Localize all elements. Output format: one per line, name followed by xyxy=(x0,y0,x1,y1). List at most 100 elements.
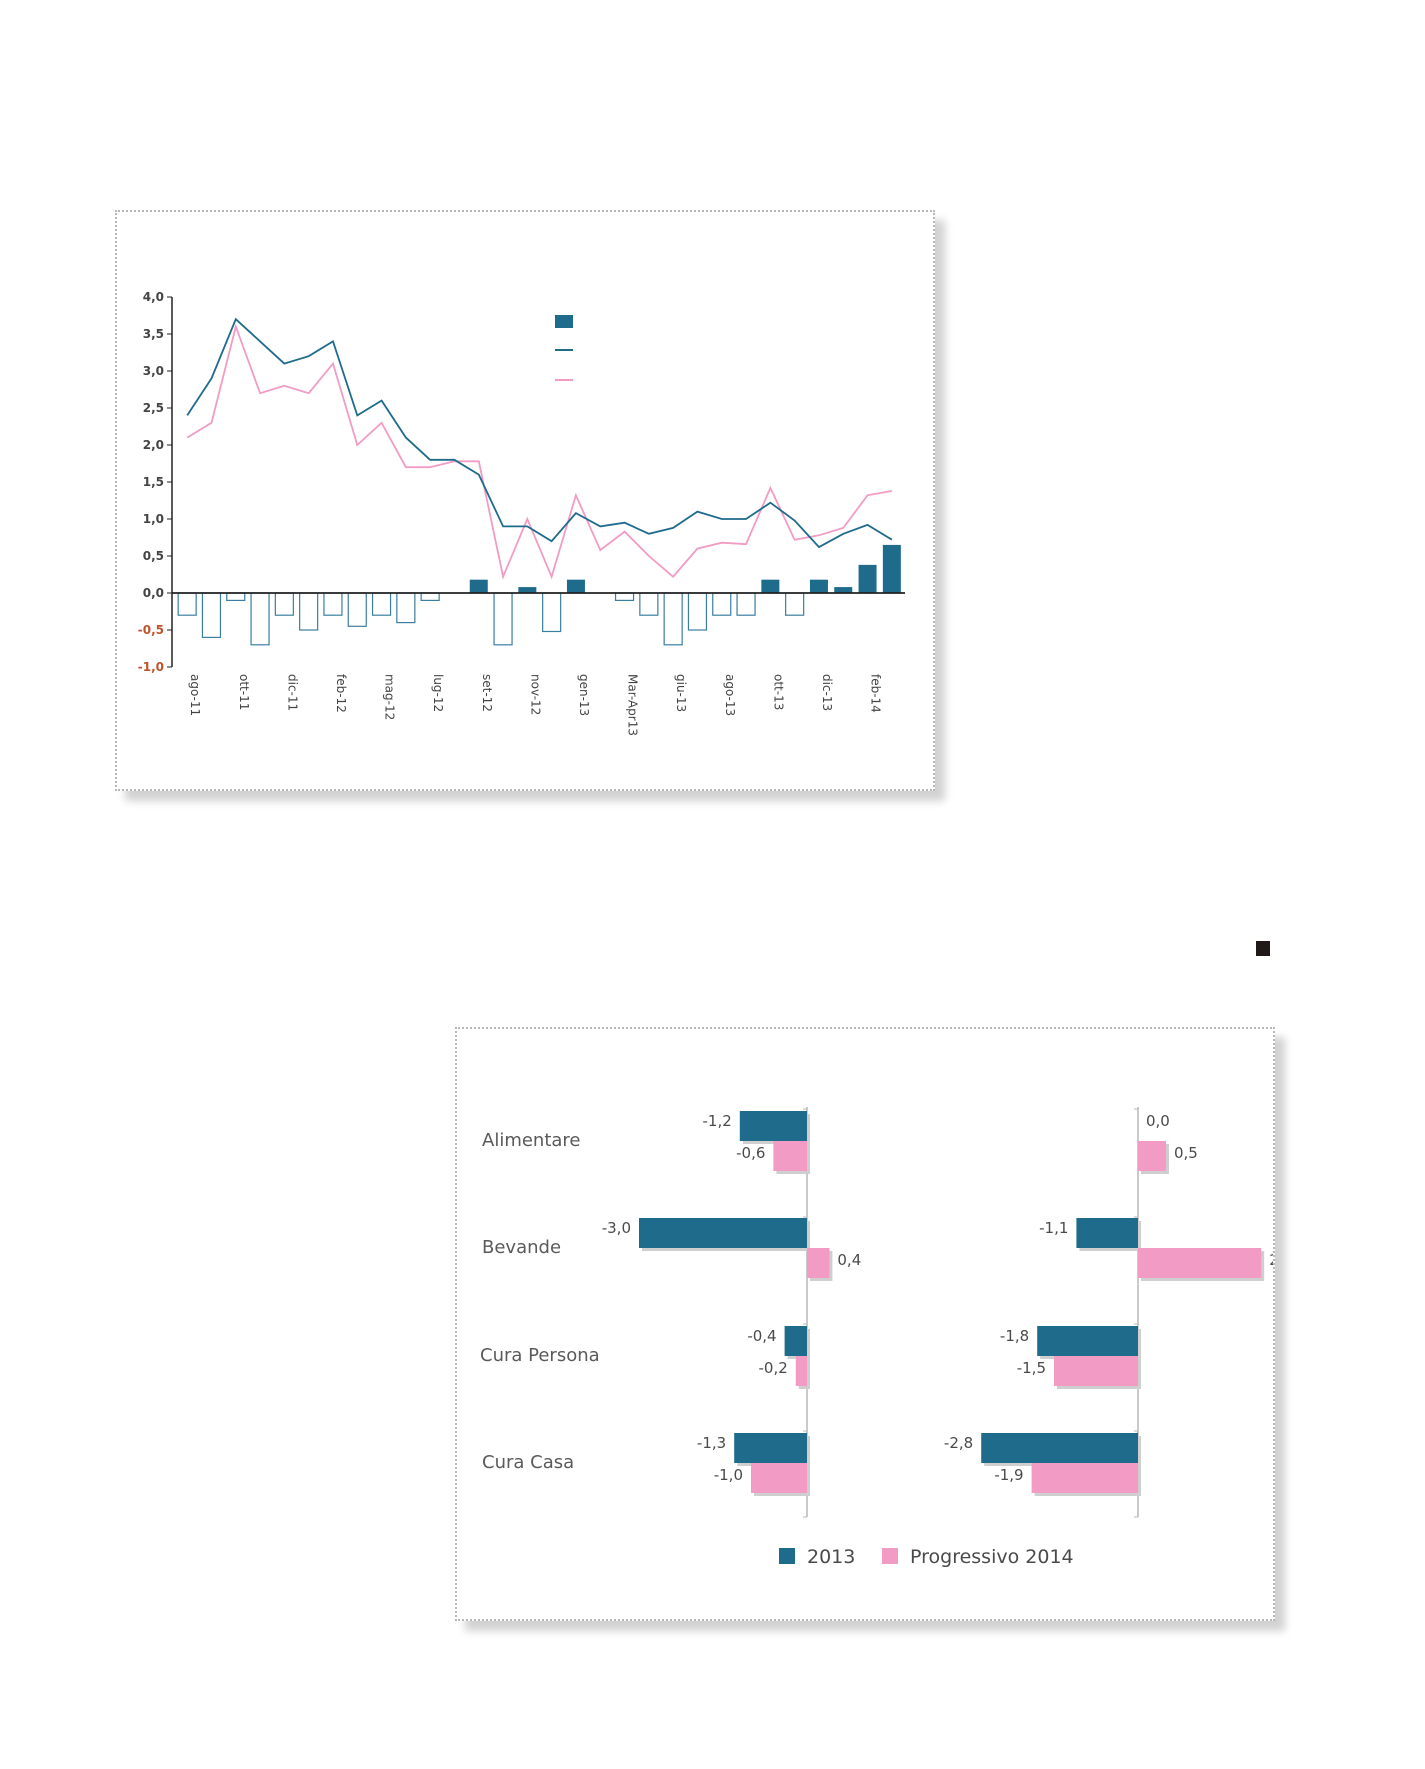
horizontal-bar-chart-panel: Alimentare Bevande Cura Persona Cura Casa -1… xyxy=(455,1027,1293,1621)
bar xyxy=(226,592,246,602)
legend-swatch-progressivo-2014 xyxy=(882,1548,898,1564)
data-label: -0,4 xyxy=(747,1327,776,1345)
legend-label-2013: 2013 xyxy=(807,1546,855,1568)
data-label: -1,8 xyxy=(1000,1327,1029,1345)
series-line-dark xyxy=(186,317,893,549)
bar xyxy=(751,1463,807,1493)
bar xyxy=(396,592,416,624)
y-tick-label: 2,5 xyxy=(143,401,164,415)
data-label: -0,2 xyxy=(759,1359,788,1377)
bar xyxy=(761,579,780,593)
y-tick-label: -0,5 xyxy=(138,623,164,637)
y-tick-label: 4,0 xyxy=(143,290,164,304)
bar xyxy=(858,564,877,593)
bar xyxy=(736,592,756,616)
y-tick-label: 3,0 xyxy=(143,364,164,378)
category-label: Cura Casa xyxy=(482,1452,574,1473)
bar xyxy=(773,1141,807,1171)
bar xyxy=(177,592,197,616)
bar xyxy=(834,587,853,593)
bar xyxy=(1138,1141,1166,1171)
bar xyxy=(250,592,270,646)
bar xyxy=(371,592,392,616)
bar xyxy=(323,592,343,616)
bar xyxy=(299,592,319,631)
bar xyxy=(1076,1218,1138,1248)
y-tick-label: 1,0 xyxy=(143,512,164,526)
data-label: 2,2 xyxy=(1269,1251,1273,1269)
bar xyxy=(1138,1248,1262,1278)
x-tick-label: feb-12 xyxy=(334,674,348,713)
bar xyxy=(981,1433,1138,1463)
data-label: 0,5 xyxy=(1174,1144,1198,1162)
data-label: -1,1 xyxy=(1039,1219,1068,1237)
data-label: -1,2 xyxy=(703,1112,732,1130)
bar xyxy=(420,592,440,602)
bar xyxy=(784,1326,807,1356)
bar xyxy=(1054,1356,1138,1386)
y-tick-label: 0,5 xyxy=(143,549,164,563)
bar xyxy=(347,592,367,627)
x-tick-label: dic-11 xyxy=(285,674,299,711)
legend-swatch-bars xyxy=(555,315,573,328)
x-tick-label: mag-12 xyxy=(383,674,397,720)
data-label: -1,3 xyxy=(697,1434,726,1452)
data-label: -1,0 xyxy=(714,1466,743,1484)
data-label: -1,5 xyxy=(1017,1359,1046,1377)
section-marker xyxy=(1256,941,1270,956)
x-tick-label: ago-11 xyxy=(188,674,202,716)
line-bar-chart-panel: 4,0 3,5 3,0 2,5 2,0 1,5 1,0 0,5 0,0 -0,5 -1,0 ago-1… xyxy=(115,210,935,791)
category-label: Bevande xyxy=(482,1237,561,1258)
data-label: -3,0 xyxy=(602,1219,631,1237)
bar xyxy=(712,592,732,616)
bar xyxy=(734,1433,807,1463)
bar xyxy=(639,1218,807,1248)
bar xyxy=(493,592,513,646)
x-tick-label: ago-13 xyxy=(723,674,737,716)
bar xyxy=(614,592,635,602)
x-tick-label: ott-13 xyxy=(771,674,785,710)
bar xyxy=(807,1248,830,1278)
y-tick-label: 1,5 xyxy=(143,475,164,489)
bar xyxy=(795,1356,807,1386)
category-label: Cura Persona xyxy=(480,1345,600,1366)
x-tick-label: giu-13 xyxy=(674,674,688,712)
x-tick-label: lug-12 xyxy=(431,674,445,712)
legend-swatch-2013 xyxy=(779,1548,795,1564)
y-tick-label: -1,0 xyxy=(138,660,164,674)
bar xyxy=(809,579,828,593)
bar xyxy=(785,592,805,616)
bar xyxy=(687,592,708,631)
bar xyxy=(1031,1463,1138,1493)
y-tick-label: 3,5 xyxy=(143,327,164,341)
legend-label-progressivo-2014: Progressivo 2014 xyxy=(910,1546,1074,1568)
category-label: Alimentare xyxy=(482,1130,581,1151)
x-tick-label: set-12 xyxy=(480,674,494,712)
y-tick-label: 2,0 xyxy=(143,438,164,452)
bar xyxy=(739,1111,807,1141)
y-tick-label: 0,0 xyxy=(143,586,164,600)
x-tick-label: ott-11 xyxy=(237,674,251,710)
data-label: -0,6 xyxy=(736,1144,765,1162)
bar xyxy=(566,579,585,593)
data-label: 0,4 xyxy=(837,1251,861,1269)
x-tick-label: nov-12 xyxy=(528,674,542,715)
x-tick-label: Mar-Apr13 xyxy=(626,674,640,736)
bar xyxy=(639,592,659,616)
x-tick-label: dic-13 xyxy=(820,674,834,711)
series-line-pink xyxy=(186,323,893,580)
bar xyxy=(274,592,294,616)
bar xyxy=(663,592,683,646)
bar xyxy=(518,587,537,593)
horizontal-bar-chart: Alimentare Bevande Cura Persona Cura Casa -1… xyxy=(480,1107,1293,1568)
bar xyxy=(1037,1326,1138,1356)
bar xyxy=(542,592,562,633)
bar xyxy=(469,579,488,593)
x-tick-label: gen-13 xyxy=(577,674,591,716)
data-label: -2,8 xyxy=(944,1434,973,1452)
bar xyxy=(201,592,222,639)
x-tick-label: feb-14 xyxy=(869,674,883,713)
data-label: -1,9 xyxy=(994,1466,1023,1484)
line-bar-chart: 4,0 3,5 3,0 2,5 2,0 1,5 1,0 0,5 0,0 -0,5 -1,0 ago-1… xyxy=(138,290,905,736)
data-label: 0,0 xyxy=(1146,1112,1170,1130)
